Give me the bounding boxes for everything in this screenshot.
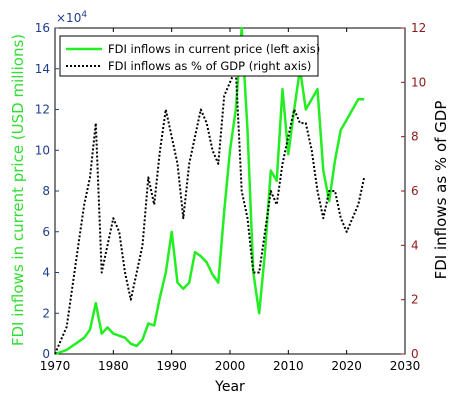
x-axis-label: Year — [214, 379, 245, 395]
x-tick-label: 2020 — [331, 359, 362, 373]
y-right-tick-label: 0 — [411, 347, 419, 361]
legend: FDI inflows in current price (left axis)… — [59, 35, 320, 77]
series-line-fdi-percent-gdp — [54, 67, 366, 355]
y-right-tick-labels: 0 2 4 6 8 10 12 — [411, 21, 426, 361]
y-left-tick-label: 10 — [35, 143, 50, 157]
y-right-tick-label: 10 — [411, 75, 426, 89]
x-tick-label: 1980 — [98, 359, 129, 373]
y-right-tick-label: 12 — [411, 21, 426, 35]
y-axis-right-label: FDI inflows as % of GDP — [432, 101, 450, 280]
x-tick-labels: 1970 1980 1990 2000 2010 2020 2030 — [40, 359, 421, 373]
x-tick-label: 1970 — [40, 359, 71, 373]
plot-area — [54, 27, 406, 355]
y-right-tick-label: 8 — [411, 130, 419, 144]
left-axis-multiplier: ×104 — [56, 10, 87, 25]
y-right-tick-label: 2 — [411, 293, 419, 307]
y-left-tick-label: 8 — [42, 184, 50, 198]
multiplier-base: ×10 — [56, 11, 81, 25]
y-axis-left-label: FDI inflows in current price (USD millio… — [9, 34, 27, 346]
legend-label-series-1: FDI inflows in current price (left axis) — [108, 42, 320, 56]
y-left-tick-label: 2 — [42, 306, 50, 320]
y-left-tick-label: 4 — [42, 266, 50, 280]
y-left-tick-label: 0 — [42, 347, 50, 361]
y-left-tick-label: 16 — [35, 21, 50, 35]
multiplier-exponent: 4 — [81, 10, 87, 20]
y-left-tick-labels: 0 2 4 6 8 10 12 14 16 — [35, 21, 50, 361]
series-layer — [54, 26, 366, 356]
y-left-tick-label: 6 — [42, 225, 50, 239]
y-right-tick-label: 4 — [411, 238, 419, 252]
y-left-tick-label: 12 — [35, 103, 50, 117]
series-line-fdi-current-price — [54, 26, 365, 356]
x-tick-label: 2010 — [273, 359, 304, 373]
x-tick-label: 2000 — [215, 359, 246, 373]
x-tick-label: 1990 — [156, 359, 187, 373]
x-tick-label: 2030 — [390, 359, 421, 373]
legend-label-series-2: FDI inflows as % of GDP (right axis) — [108, 59, 311, 73]
legend-box — [59, 35, 319, 77]
tick-marks — [54, 27, 406, 355]
y-right-tick-label: 6 — [411, 184, 419, 198]
y-left-tick-label: 14 — [35, 62, 50, 76]
